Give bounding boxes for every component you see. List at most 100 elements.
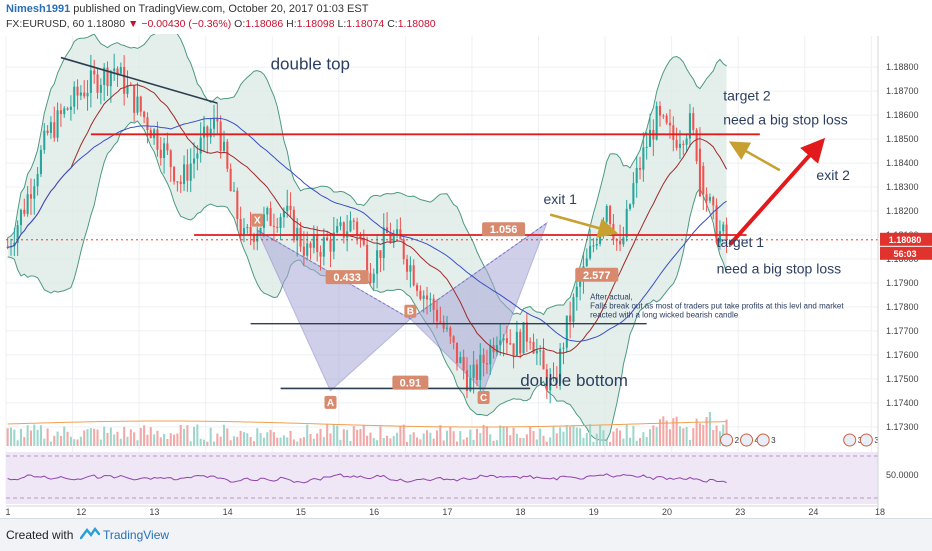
volume-bar [609,441,612,446]
volume-bar [202,439,206,446]
candle-body [322,237,325,257]
annotation-text: need a big stop loss [723,112,848,128]
candle-body [212,117,216,129]
after-actual-note: reacted with a long wicked bearish candl… [590,311,739,320]
candle-body [692,113,695,130]
candle [166,132,169,155]
volume-bar [262,437,265,446]
volume-bar [83,430,86,446]
candle-body [698,148,701,197]
price-tick-label: 1.17300 [886,422,919,432]
candle-body [26,194,29,214]
volume-bar [316,433,319,446]
volume-bar [119,438,122,446]
time-tick-label: 24 [808,507,818,517]
time-tick-label: 1 [5,507,10,517]
candle-body [83,92,86,97]
candle [96,69,99,99]
candle [249,211,252,246]
candle-body [482,354,485,364]
candle-body [242,228,246,236]
candle-body [589,245,592,259]
candle-body [252,235,255,242]
volume-bar [569,426,572,446]
candle-body [342,222,345,238]
economic-event-icon[interactable] [740,433,754,447]
volume-bar [682,428,685,446]
ratio-label-box [392,375,429,390]
candle-body [202,126,206,138]
volume-bar [369,432,372,446]
volume-bar [246,433,249,446]
candle-body [565,315,568,348]
volume-bar [126,436,129,446]
candle-body [475,364,478,380]
candle [352,217,355,230]
volume-bar [525,434,528,446]
candle [79,85,82,101]
candle [286,189,289,218]
volume-bar [372,437,375,446]
time-tick-label: 12 [76,507,86,517]
candle-body [685,138,688,145]
after-actual-note: After actual, [590,293,633,302]
candle-body [176,181,179,183]
volume-bar [585,432,588,446]
candle [29,178,32,215]
candle-body [609,206,612,224]
candle-body [708,197,711,201]
time-tick-label: 20 [662,507,672,517]
candle [432,294,435,323]
candle [412,259,415,287]
candle [272,213,275,242]
candle-body [63,108,66,115]
ratio-label-box [575,267,619,282]
candle-body [219,121,222,151]
economic-event-count: 3 [874,436,879,445]
economic-event-icon[interactable] [859,433,873,447]
candles [6,53,728,404]
volume-bar [695,418,698,446]
volume-bar [472,439,475,446]
symbol-label[interactable]: FX:EURUSD, 60 [6,18,85,30]
candle [572,293,575,328]
candle [302,231,305,267]
candle [379,250,382,273]
candle-body [109,71,112,87]
candle [422,290,425,313]
time-tick-label: 17 [442,507,452,517]
candle-body [299,227,302,247]
candle-body [562,347,565,349]
candle [479,343,482,395]
candle-body [406,259,409,272]
candle-body [635,167,638,184]
candle-body [655,106,658,140]
economic-event-icon[interactable] [756,433,770,447]
volume-bar [33,424,36,446]
candle-body [86,92,89,97]
volume-bar [356,429,359,446]
volume-bar [555,433,558,446]
candle-body [439,321,442,323]
candle [619,224,622,252]
volume-bar [552,426,555,446]
candle [705,187,708,212]
candle [116,66,119,87]
candle-body [282,211,285,218]
candle-body [372,273,375,283]
candle [349,211,352,233]
volume-bar [459,431,462,446]
volume-bar [216,433,219,446]
economic-event-icon[interactable] [843,433,857,447]
candle [43,123,46,154]
volume-bar [362,425,365,446]
tradingview-brand-link[interactable]: TradingView [103,528,170,542]
volume-bar [725,419,728,446]
low-label: L: [337,18,347,30]
candle-body [725,224,728,240]
author-link[interactable]: Nimesh1991 [6,3,71,15]
volume-bar [549,437,552,446]
candle-body [49,122,52,133]
economic-event-icon[interactable] [720,433,734,447]
